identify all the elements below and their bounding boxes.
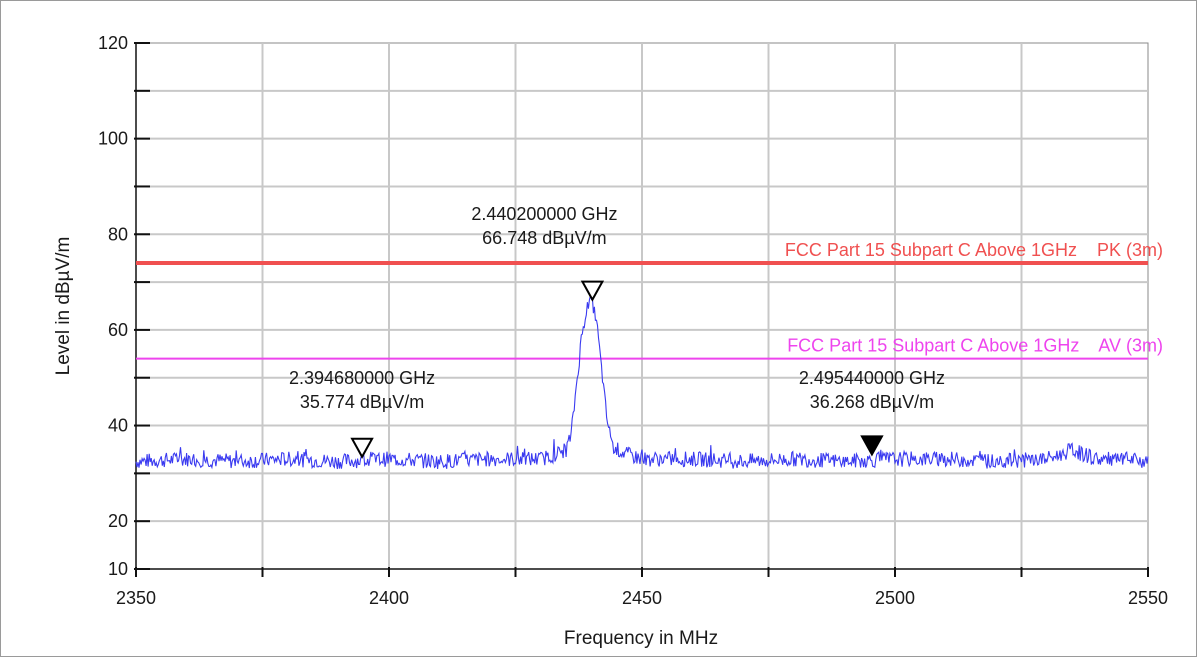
marker-3-triangle xyxy=(860,435,884,457)
x-tick-label: 2550 xyxy=(1128,588,1168,608)
marker-2-triangle xyxy=(580,280,605,302)
y-tick-label: 120 xyxy=(98,33,128,53)
marker-3-level: 36.268 dBµV/m xyxy=(810,392,934,412)
markers: 2.394680000 GHz 35.774 dBµV/m 2.440200000 … xyxy=(289,204,945,459)
axes: 10 20 40 60 80 100 120 2350 2400 2450 2500 2550 xyxy=(98,33,1168,608)
y-tick-label: 40 xyxy=(108,416,128,436)
trace xyxy=(135,293,1149,470)
y-axis-title: Level in dBµV/m xyxy=(53,237,74,376)
y-tick-label: 100 xyxy=(98,129,128,149)
marker-1-level: 35.774 dBµV/m xyxy=(300,392,424,412)
y-tick-label: 10 xyxy=(108,559,128,579)
av-limit-label: FCC Part 15 Subpart C Above 1GHz AV (3m) xyxy=(787,336,1163,356)
y-tick-label: 20 xyxy=(108,511,128,531)
marker-3-frequency: 2.495440000 GHz xyxy=(799,368,945,388)
marker-2-level: 66.748 dBµV/m xyxy=(482,228,606,248)
marker-1-triangle xyxy=(350,437,374,459)
y-tick-label: 60 xyxy=(108,320,128,340)
marker-1-frequency: 2.394680000 GHz xyxy=(289,368,435,388)
marker-2-frequency: 2.440200000 GHz xyxy=(471,204,617,224)
x-tick-label: 2350 xyxy=(116,588,156,608)
spectrum-trace xyxy=(135,293,1149,470)
x-tick-label: 2400 xyxy=(369,588,409,608)
limit-lines: FCC Part 15 Subpart C Above 1GHz PK (3m)… xyxy=(136,240,1163,360)
pk-limit-label: FCC Part 15 Subpart C Above 1GHz PK (3m) xyxy=(785,240,1163,260)
x-tick-label: 2500 xyxy=(875,588,915,608)
x-axis-title: Frequency in MHz xyxy=(564,628,718,649)
grid xyxy=(135,42,1149,570)
x-tick-label: 2450 xyxy=(622,588,662,608)
y-tick-label: 80 xyxy=(108,224,128,244)
